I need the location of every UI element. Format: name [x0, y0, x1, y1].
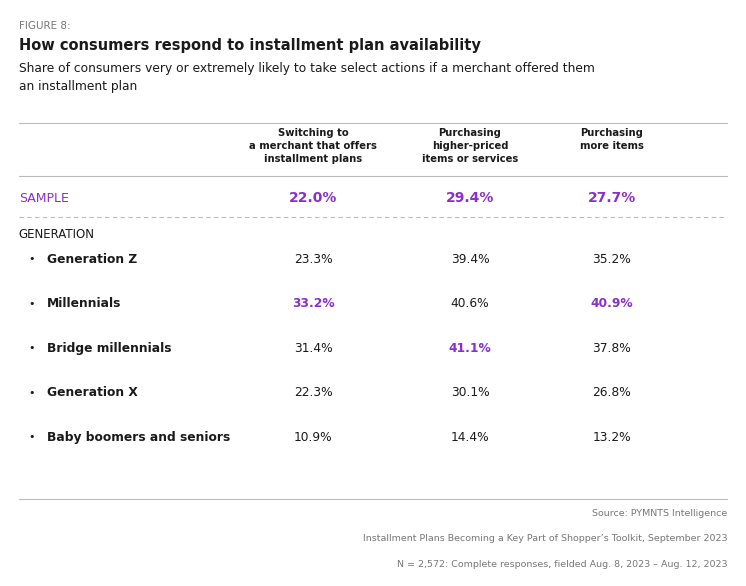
Text: •: •: [29, 387, 35, 398]
Text: Source: PYMNTS Intelligence: Source: PYMNTS Intelligence: [592, 509, 727, 517]
Text: 40.9%: 40.9%: [590, 297, 633, 310]
Text: FIGURE 8:: FIGURE 8:: [19, 21, 70, 30]
Text: 35.2%: 35.2%: [592, 253, 631, 265]
Text: Purchasing
higher-priced
items or services: Purchasing higher-priced items or servic…: [421, 128, 518, 164]
Text: 10.9%: 10.9%: [294, 431, 333, 444]
Text: •: •: [29, 298, 35, 309]
Text: 31.4%: 31.4%: [294, 342, 333, 355]
Text: How consumers respond to installment plan availability: How consumers respond to installment pla…: [19, 38, 480, 53]
Text: GENERATION: GENERATION: [19, 228, 95, 241]
Text: Baby boomers and seniors: Baby boomers and seniors: [47, 431, 231, 444]
Text: N = 2,572: Complete responses, fielded Aug. 8, 2023 – Aug. 12, 2023: N = 2,572: Complete responses, fielded A…: [397, 560, 727, 569]
Text: 14.4%: 14.4%: [451, 431, 489, 444]
Text: •: •: [29, 432, 35, 442]
Text: 13.2%: 13.2%: [592, 431, 631, 444]
Text: Generation X: Generation X: [47, 386, 138, 399]
Text: 40.6%: 40.6%: [451, 297, 489, 310]
Text: 26.8%: 26.8%: [592, 386, 631, 399]
Text: Purchasing
more items: Purchasing more items: [580, 128, 644, 151]
Text: 27.7%: 27.7%: [588, 191, 636, 205]
Text: 37.8%: 37.8%: [592, 342, 631, 355]
Text: 33.2%: 33.2%: [292, 297, 335, 310]
Text: Installment Plans Becoming a Key Part of Shopper’s Toolkit, September 2023: Installment Plans Becoming a Key Part of…: [363, 534, 727, 543]
Text: 29.4%: 29.4%: [446, 191, 494, 205]
Text: Share of consumers very or extremely likely to take select actions if a merchant: Share of consumers very or extremely lik…: [19, 62, 595, 93]
Text: 23.3%: 23.3%: [294, 253, 333, 265]
Text: 39.4%: 39.4%: [451, 253, 489, 265]
Text: SAMPLE: SAMPLE: [19, 192, 69, 205]
Text: 41.1%: 41.1%: [448, 342, 492, 355]
Text: Bridge millennials: Bridge millennials: [47, 342, 172, 355]
Text: •: •: [29, 343, 35, 353]
Text: •: •: [29, 254, 35, 264]
Text: Switching to
a merchant that offers
installment plans: Switching to a merchant that offers inst…: [249, 128, 377, 164]
Text: Millennials: Millennials: [47, 297, 122, 310]
Text: 22.0%: 22.0%: [289, 191, 337, 205]
Text: 22.3%: 22.3%: [294, 386, 333, 399]
Text: Generation Z: Generation Z: [47, 253, 137, 265]
Text: 30.1%: 30.1%: [451, 386, 489, 399]
